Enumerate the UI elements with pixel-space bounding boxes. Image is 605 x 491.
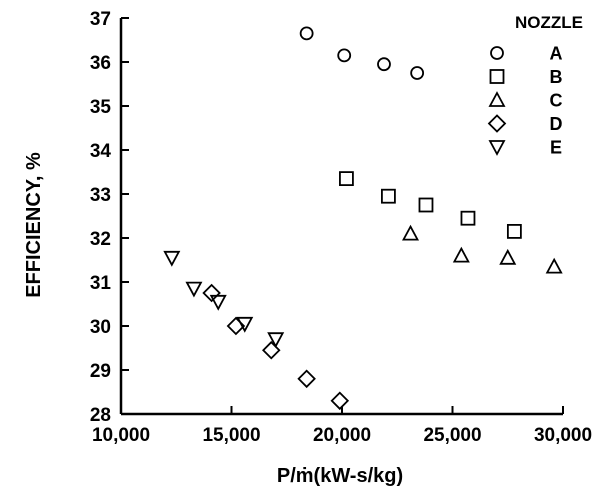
data-markers	[163, 26, 563, 411]
point-b	[460, 210, 476, 226]
point-e	[209, 294, 227, 311]
y-tick-label: 28	[90, 405, 111, 426]
point-e	[163, 250, 181, 267]
point-a	[377, 57, 391, 72]
point-d	[330, 391, 350, 411]
series-a	[299, 26, 425, 80]
y-tick-label: 30	[90, 317, 111, 338]
point-d	[202, 283, 221, 303]
y-tick-label: 29	[90, 361, 111, 382]
y-tick-label: 31	[90, 273, 112, 294]
point-c	[402, 224, 420, 241]
x-tick-label: 10,000	[92, 425, 150, 446]
x-axis-title: P/ṁ(kW-s/kg)	[277, 465, 403, 487]
point-b	[339, 171, 354, 187]
legend-marker-e	[488, 140, 506, 156]
point-e	[236, 316, 254, 333]
point-c	[499, 248, 517, 265]
point-c	[452, 246, 470, 263]
x-tick-label: 25,000	[423, 425, 481, 446]
y-tick-label: 37	[90, 9, 111, 30]
x-tick-label: 15,000	[202, 425, 260, 446]
series-c	[402, 224, 563, 274]
x-tick-label: 20,000	[313, 425, 371, 446]
x-tick-label: 30,000	[534, 425, 592, 446]
point-a	[410, 66, 425, 80]
point-d	[262, 340, 281, 360]
point-e	[185, 281, 203, 298]
y-tick-label: 35	[90, 97, 112, 118]
point-a	[299, 26, 314, 41]
y-tick-label: 34	[90, 141, 112, 162]
point-c	[545, 257, 563, 274]
legend-marker-b	[489, 69, 505, 84]
y-tick-label: 33	[90, 185, 111, 206]
legend-label-d: D	[550, 114, 563, 134]
y-axis-title: EFFICIENCY, %	[23, 152, 45, 298]
point-b	[381, 188, 396, 204]
legend-label-c: C	[550, 91, 563, 111]
legend-marker-d	[487, 114, 507, 133]
point-b	[506, 223, 522, 239]
series-b	[339, 171, 522, 239]
legend-marker-a	[490, 46, 504, 60]
point-e	[267, 332, 285, 349]
legend-label-e: E	[550, 138, 562, 158]
legend-label-a: A	[550, 44, 563, 64]
point-d	[297, 369, 316, 389]
y-tick-label: 32	[90, 229, 111, 250]
series-e	[163, 250, 285, 349]
point-a	[337, 48, 352, 63]
y-tick-label: 36	[90, 53, 111, 74]
legend-marker-c	[488, 91, 506, 107]
legend-title: NOZZLE	[515, 13, 583, 32]
legend-label-b: B	[550, 67, 563, 87]
axes: 28 29 30 31 32 33 34 35 36 37 10,000 15,000 20,000 25…	[90, 9, 592, 446]
point-b	[418, 197, 434, 213]
